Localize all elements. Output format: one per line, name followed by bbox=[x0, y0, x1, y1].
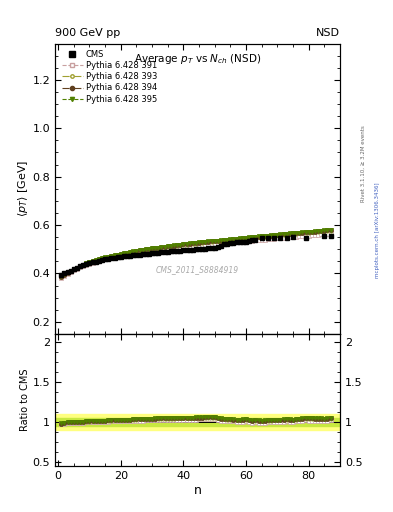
Text: 900 GeV pp: 900 GeV pp bbox=[55, 28, 120, 38]
Text: CMS_2011_S8884919: CMS_2011_S8884919 bbox=[156, 266, 239, 274]
Text: mcplots.cern.ch [arXiv:1306.3436]: mcplots.cern.ch [arXiv:1306.3436] bbox=[375, 183, 380, 278]
Text: Average $p_T$ vs $N_{ch}$ (NSD): Average $p_T$ vs $N_{ch}$ (NSD) bbox=[134, 52, 261, 66]
Y-axis label: Ratio to CMS: Ratio to CMS bbox=[20, 369, 30, 431]
Text: Rivet 3.1.10, ≥ 3.2M events: Rivet 3.1.10, ≥ 3.2M events bbox=[361, 125, 366, 202]
X-axis label: n: n bbox=[193, 483, 202, 497]
Y-axis label: $\langle p_T \rangle$ [GeV]: $\langle p_T \rangle$ [GeV] bbox=[16, 160, 29, 217]
Legend: CMS, Pythia 6.428 391, Pythia 6.428 393, Pythia 6.428 394, Pythia 6.428 395: CMS, Pythia 6.428 391, Pythia 6.428 393,… bbox=[59, 48, 160, 106]
Text: NSD: NSD bbox=[316, 28, 340, 38]
